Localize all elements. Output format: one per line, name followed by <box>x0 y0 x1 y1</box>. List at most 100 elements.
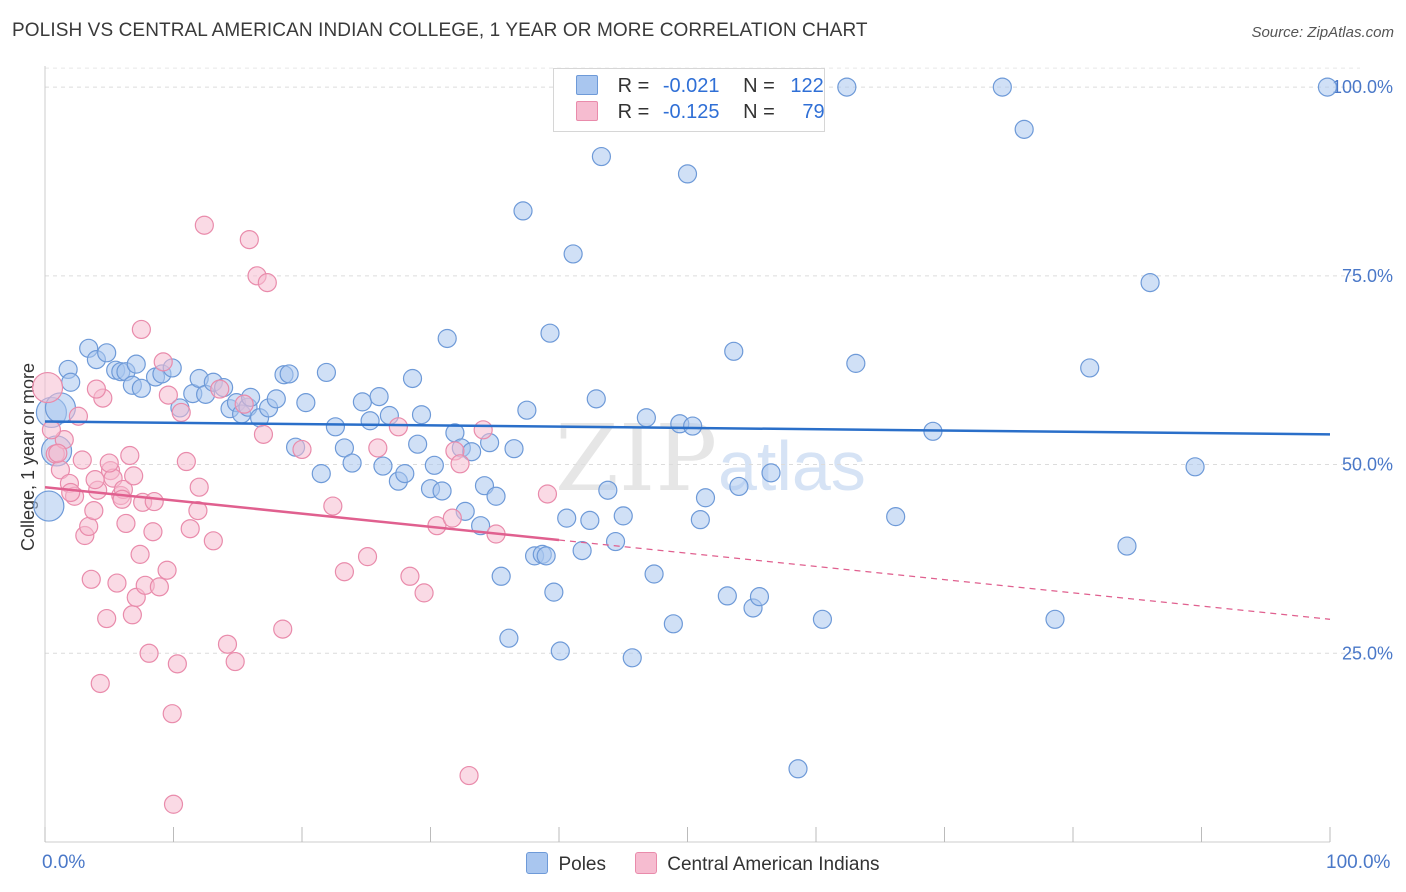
cai-point <box>239 229 259 250</box>
cai-trend-line <box>44 485 560 542</box>
cai-point <box>368 438 388 458</box>
cai-point <box>210 379 230 399</box>
poles-point <box>846 353 866 373</box>
cai-point <box>234 394 254 414</box>
cai-point <box>99 453 119 473</box>
cai-point <box>130 544 150 564</box>
cai-point <box>157 560 177 580</box>
poles-point <box>992 77 1012 97</box>
poles-point <box>677 164 698 184</box>
series-legend-poles: Poles <box>526 852 606 876</box>
poles-point <box>605 531 626 552</box>
poles-point <box>695 488 716 508</box>
cai-point <box>116 513 136 534</box>
series-label-poles: Poles <box>558 854 606 875</box>
cai-point <box>292 439 312 460</box>
poles-point <box>131 378 151 398</box>
poles-point <box>837 77 857 97</box>
poles-trend-line <box>44 420 1331 436</box>
poles-point <box>296 393 316 413</box>
x-tick-min: 0.0% <box>42 852 86 873</box>
cai-point <box>124 466 144 486</box>
cai-point <box>450 454 470 474</box>
cai-point <box>131 319 151 340</box>
poles-point <box>504 439 524 459</box>
poles-point <box>266 389 286 409</box>
poles-point <box>1117 536 1137 556</box>
poles-point <box>586 389 606 409</box>
poles-point <box>749 587 770 607</box>
legend-n-label: N = <box>743 75 775 97</box>
poles-point <box>544 582 564 602</box>
cai-point <box>107 573 127 593</box>
cai-point <box>143 522 163 542</box>
cai-point <box>72 450 92 470</box>
correlation-legend: R = -0.021 N = 122 R = -0.125 N = 79 <box>553 68 825 132</box>
cai-point <box>323 496 343 516</box>
legend-row-poles: R = -0.021 N = 122 <box>576 75 824 101</box>
poles-point <box>342 453 362 473</box>
poles-point <box>1317 77 1338 97</box>
cai-point <box>273 619 293 639</box>
legend-n-value: 122 <box>790 75 824 97</box>
poles-point <box>572 541 592 561</box>
y-tick-label: 50.0% <box>1342 455 1393 475</box>
x-tick-max: 100.0% <box>1326 852 1391 873</box>
cai-point <box>139 643 159 663</box>
series-swatch-cai <box>635 852 658 874</box>
legend-row-cai: R = -0.125 N = 79 <box>576 101 825 127</box>
cai-point <box>188 500 208 521</box>
cai-point <box>537 484 558 504</box>
cai-point <box>189 477 209 497</box>
cai-point <box>473 420 493 440</box>
poles-point <box>513 201 533 221</box>
poles-point <box>325 417 346 437</box>
poles-point <box>402 368 423 389</box>
poles-point <box>408 434 428 454</box>
y-tick-label: 100.0% <box>1332 77 1393 97</box>
cai-point <box>122 605 142 625</box>
poles-point <box>644 564 664 584</box>
poles-point <box>1185 457 1205 477</box>
poles-point <box>316 362 337 383</box>
poles-point <box>360 411 380 431</box>
source-label: Source: ZipAtlas.com <box>1251 24 1394 41</box>
series-legend-cai: Central American Indians <box>635 852 880 876</box>
poles-point <box>395 464 415 484</box>
series-label-cai: Central American Indians <box>667 854 880 875</box>
poles-point <box>536 546 556 566</box>
cai-point <box>158 385 178 405</box>
poles-point <box>432 481 452 501</box>
poles-point <box>812 609 833 629</box>
poles-point <box>126 354 146 374</box>
cai-point <box>176 451 196 472</box>
cai-point <box>194 215 214 235</box>
cai-point <box>257 273 277 293</box>
poles-point <box>1045 609 1065 629</box>
cai-point <box>388 417 408 437</box>
y-tick-label: 25.0% <box>1342 643 1393 663</box>
legend-r-value: -0.021 <box>662 75 720 97</box>
poles-point <box>550 641 570 661</box>
cai-point <box>217 634 238 654</box>
poles-point <box>491 566 511 586</box>
legend-r-label: R = <box>617 101 650 123</box>
cai-point <box>253 424 274 444</box>
cai-point <box>225 651 245 672</box>
poles-point <box>788 759 808 779</box>
legend-swatch-cai <box>576 101 598 121</box>
cai-point <box>85 470 105 490</box>
poles-point <box>33 490 65 522</box>
poles-point <box>369 387 389 407</box>
poles-point <box>598 480 618 500</box>
legend-r-value: -0.125 <box>662 101 720 123</box>
cai-point <box>180 519 200 539</box>
cai-point <box>144 491 164 512</box>
poles-point <box>311 464 331 484</box>
poles-point <box>486 486 506 506</box>
chart-title: POLISH VS CENTRAL AMERICAN INDIAN COLLEG… <box>12 20 868 41</box>
cai-point <box>400 566 420 586</box>
poles-point <box>580 510 600 531</box>
legend-r-label: R = <box>617 75 650 97</box>
